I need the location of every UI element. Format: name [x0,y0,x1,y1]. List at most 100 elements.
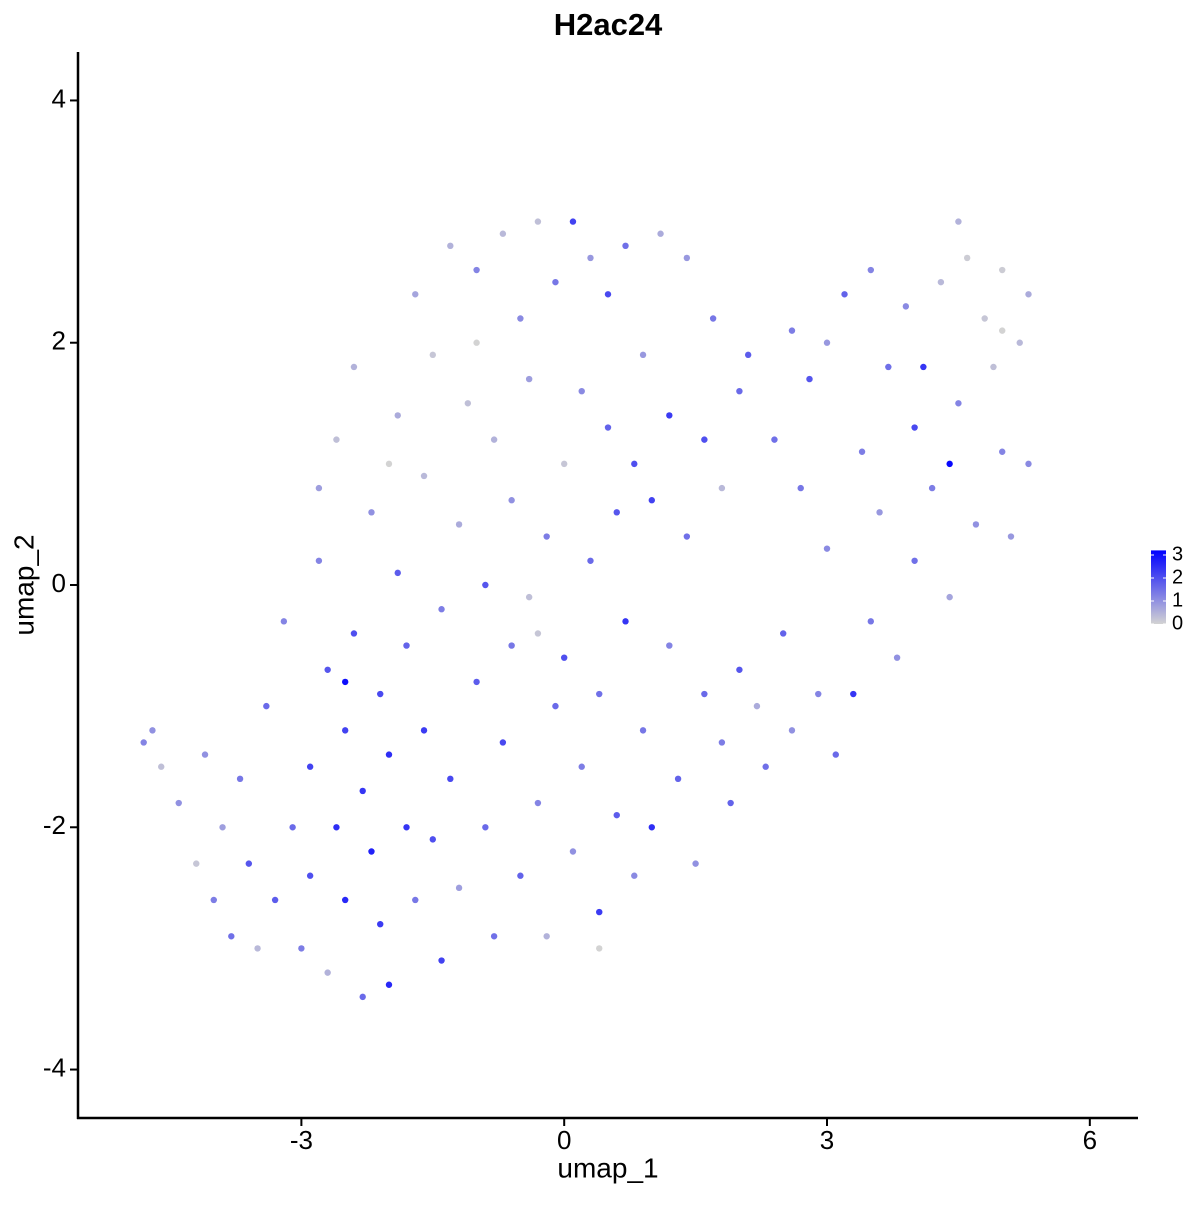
point [403,642,410,649]
point [622,618,629,625]
y-axis-title: umap_2 [8,534,39,635]
point [604,291,612,298]
point [736,666,743,673]
point [806,375,813,383]
point [604,424,612,431]
point [560,654,568,661]
point [359,787,366,795]
point [385,460,393,468]
point [473,678,480,686]
point [429,836,436,843]
point [280,618,288,625]
point [254,945,261,952]
point [219,824,226,831]
point [596,690,603,698]
point [867,266,875,274]
point [788,727,796,734]
point [228,933,235,940]
point [596,908,603,916]
point [552,702,559,710]
point [420,472,428,480]
point [412,291,419,298]
point [955,400,962,407]
point [482,581,489,589]
point [552,278,559,286]
point [867,618,875,625]
point [158,763,165,770]
point [341,678,349,686]
point [341,727,349,734]
point [999,327,1006,334]
point [657,230,664,237]
point [350,363,358,371]
point [263,702,270,710]
point [359,993,366,1001]
point [193,860,200,867]
point [858,448,866,455]
point [744,351,752,359]
point [350,630,358,637]
point [701,436,708,443]
point [534,630,542,637]
point [447,775,454,783]
point [955,218,962,225]
point [639,351,647,359]
y-tick-label: -2 [43,810,66,840]
point [613,509,620,516]
point [631,872,638,879]
point [438,606,445,613]
point [946,460,953,468]
colorbar [1151,550,1166,624]
point [578,763,585,770]
point [999,448,1006,455]
point [447,242,454,250]
point [797,484,804,492]
point [727,799,734,807]
point [753,702,761,710]
x-tick-label: 3 [820,1125,834,1155]
point [999,266,1006,274]
point [420,727,428,734]
point [771,436,778,443]
point [543,533,550,540]
point [963,254,971,262]
point [517,315,524,322]
point [701,690,708,698]
point [333,436,340,443]
point [832,751,839,758]
point [841,291,848,298]
y-tick-label: 4 [52,83,66,113]
x-axis-title: umap_1 [557,1152,658,1183]
point [306,763,314,770]
point [245,860,253,867]
point [902,303,910,310]
point [455,521,463,528]
point [587,557,594,564]
point [490,436,498,443]
point [429,351,436,359]
point [306,872,314,879]
point [569,848,577,855]
point [385,751,393,758]
point [271,896,279,904]
point [622,242,629,250]
point [788,327,796,334]
point [937,278,945,286]
point [946,593,953,601]
point [780,630,787,637]
point [140,739,147,746]
point [850,690,857,698]
x-tick-label: 0 [557,1125,571,1155]
point [473,266,480,274]
point [385,981,393,988]
point [525,593,533,601]
point [885,363,892,371]
point [368,848,375,855]
point [508,497,515,504]
y-tick-label: 2 [52,326,66,356]
point [210,896,217,904]
point [587,254,594,262]
point [648,824,656,831]
point [499,230,507,237]
